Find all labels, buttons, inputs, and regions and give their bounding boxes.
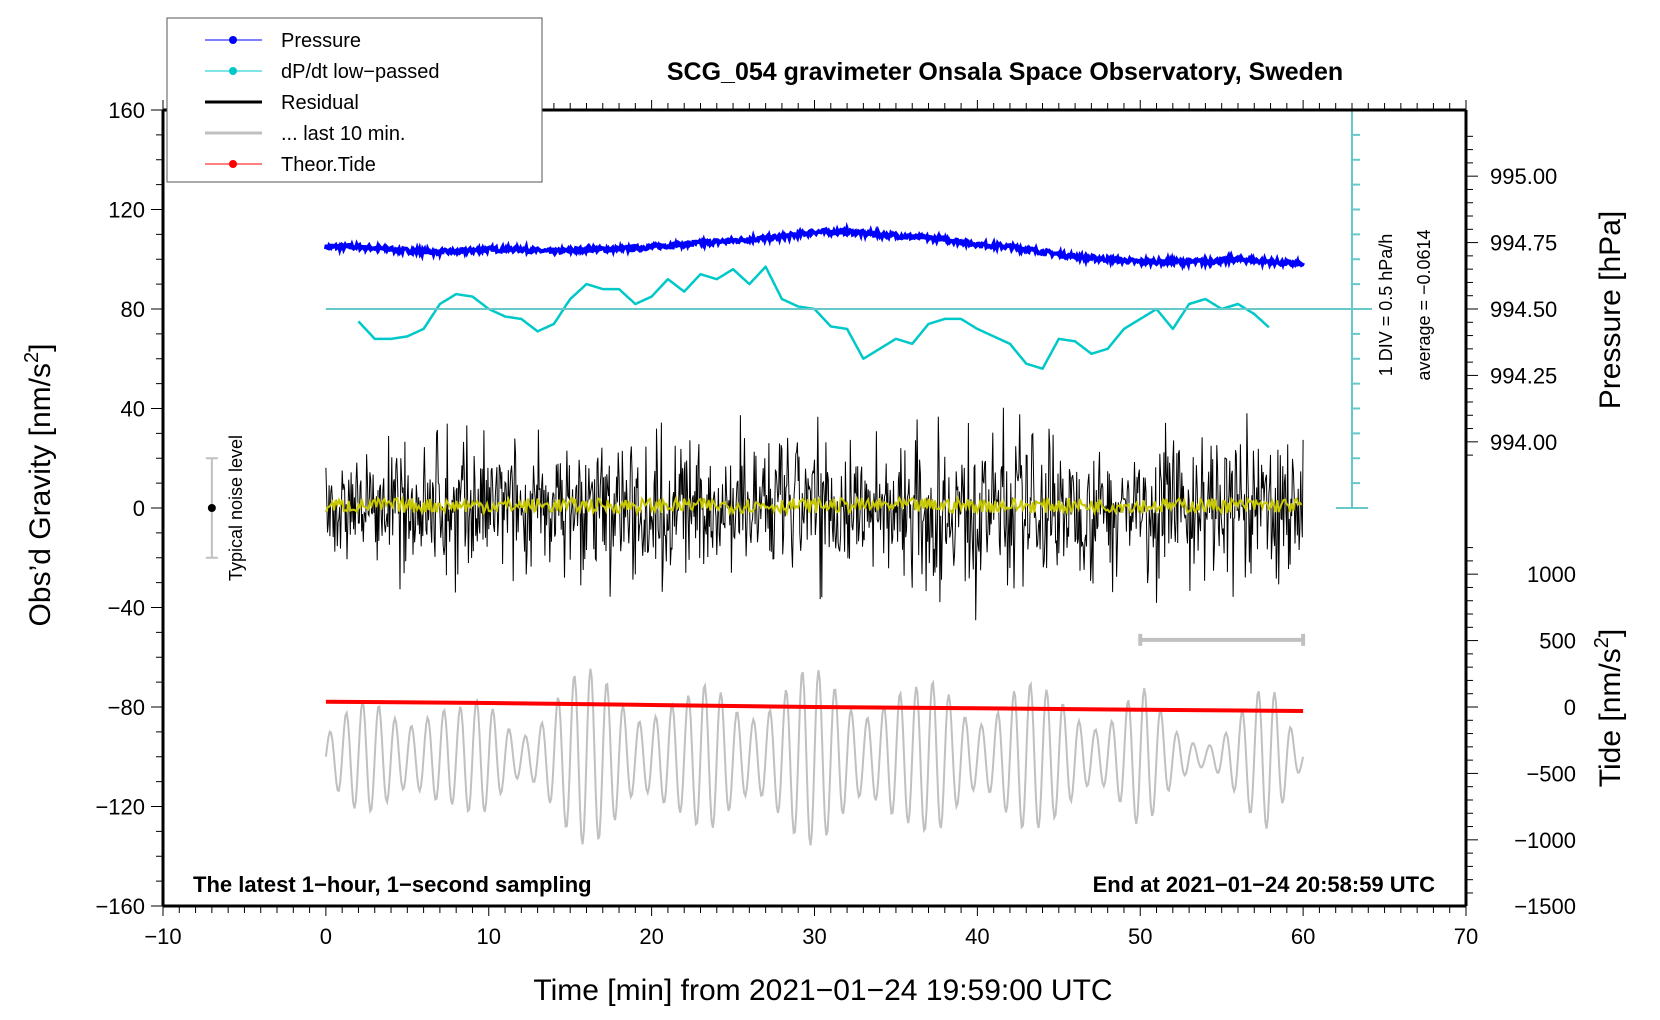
x-axis-title: Time [min] from 2021−01−24 19:59:00 UTC [533,974,1112,1007]
x-tick-label: 40 [965,924,989,949]
x-tick-label: 70 [1454,924,1478,949]
y-tick-label-pressure: 994.75 [1490,231,1557,256]
y-tick-label-left: 80 [121,297,145,322]
y-tick-label-tide: 500 [1539,629,1576,654]
noise-level-label: Typical noise level [226,435,246,581]
y-tick-label-left: −160 [95,894,145,919]
legend-label: ... last 10 min. [281,123,406,145]
x-tick-label: −10 [144,924,181,949]
x-tick-label: 60 [1291,924,1315,949]
x-tick-label: 30 [802,924,826,949]
x-tick-label: 0 [320,924,332,949]
y-tick-label-left: 40 [121,397,145,422]
end-time-note: End at 2021−01−24 20:58:59 UTC [1093,872,1436,897]
axes-layer: −10 0 10 20 30 40 50 60 70 160 120 80 40 0 −40 −80 −120 −… [95,98,1576,949]
series-last-10-min [324,668,1305,846]
y-tick-label-tide: −500 [1526,761,1576,786]
y-tick-label-left: −40 [108,596,145,621]
y-tick-label-tide: 1000 [1527,562,1576,587]
legend-box [166,17,543,183]
x-tick-label: 20 [639,924,663,949]
chart-title: SCG_054 gravimeter Onsala Space Observat… [667,58,1343,86]
y-tick-label-left: 160 [108,98,145,123]
y-axis-title-left: Obs’d Gravity [nm/s2] [21,344,57,627]
y-tick-label-tide: 0 [1564,695,1576,720]
dpdt-average-label: average = −0.0614 [1414,229,1434,380]
y-tick-label-tide: −1000 [1514,828,1576,853]
series-residual-smoothed [324,494,1303,517]
y-tick-label-pressure: 994.00 [1490,430,1557,455]
y-tick-label-left: 120 [108,198,145,223]
legend-label: Pressure [281,30,361,52]
y-axis-title-pressure: Pressure [hPa] [1594,211,1627,409]
y-tick-label-pressure: 994.25 [1490,363,1557,388]
series-theor-tide [325,699,1304,713]
legend-marker [229,67,237,75]
legend-marker [229,160,237,168]
sampling-note: The latest 1−hour, 1−second sampling [193,872,592,897]
y-axis-title-tide: Tide [nm/s2] [1591,629,1627,787]
noise-level-dot [207,504,216,512]
y-tick-label-tide: −1500 [1514,894,1576,919]
x-tick-label: 50 [1128,924,1152,949]
legend-marker [229,36,237,44]
series-residual [325,407,1304,621]
x-tick-label: 10 [477,924,501,949]
legend: Pressure dP/dt low−passed Residual ... last… [166,17,543,183]
legend-label: dP/dt low−passed [281,61,439,83]
y-tick-label-left: 0 [133,496,145,521]
dpdt-scale-label: 1 DIV = 0.5 hPa/h [1376,234,1396,377]
legend-label: Residual [281,92,359,114]
y-tick-label-left: −80 [108,695,145,720]
y-tick-label-pressure: 995.00 [1490,164,1557,189]
y-tick-label-left: −120 [95,795,145,820]
series-pressure [323,221,1305,272]
legend-label: Theor.Tide [281,154,376,176]
y-tick-label-pressure: 994.50 [1490,297,1557,322]
